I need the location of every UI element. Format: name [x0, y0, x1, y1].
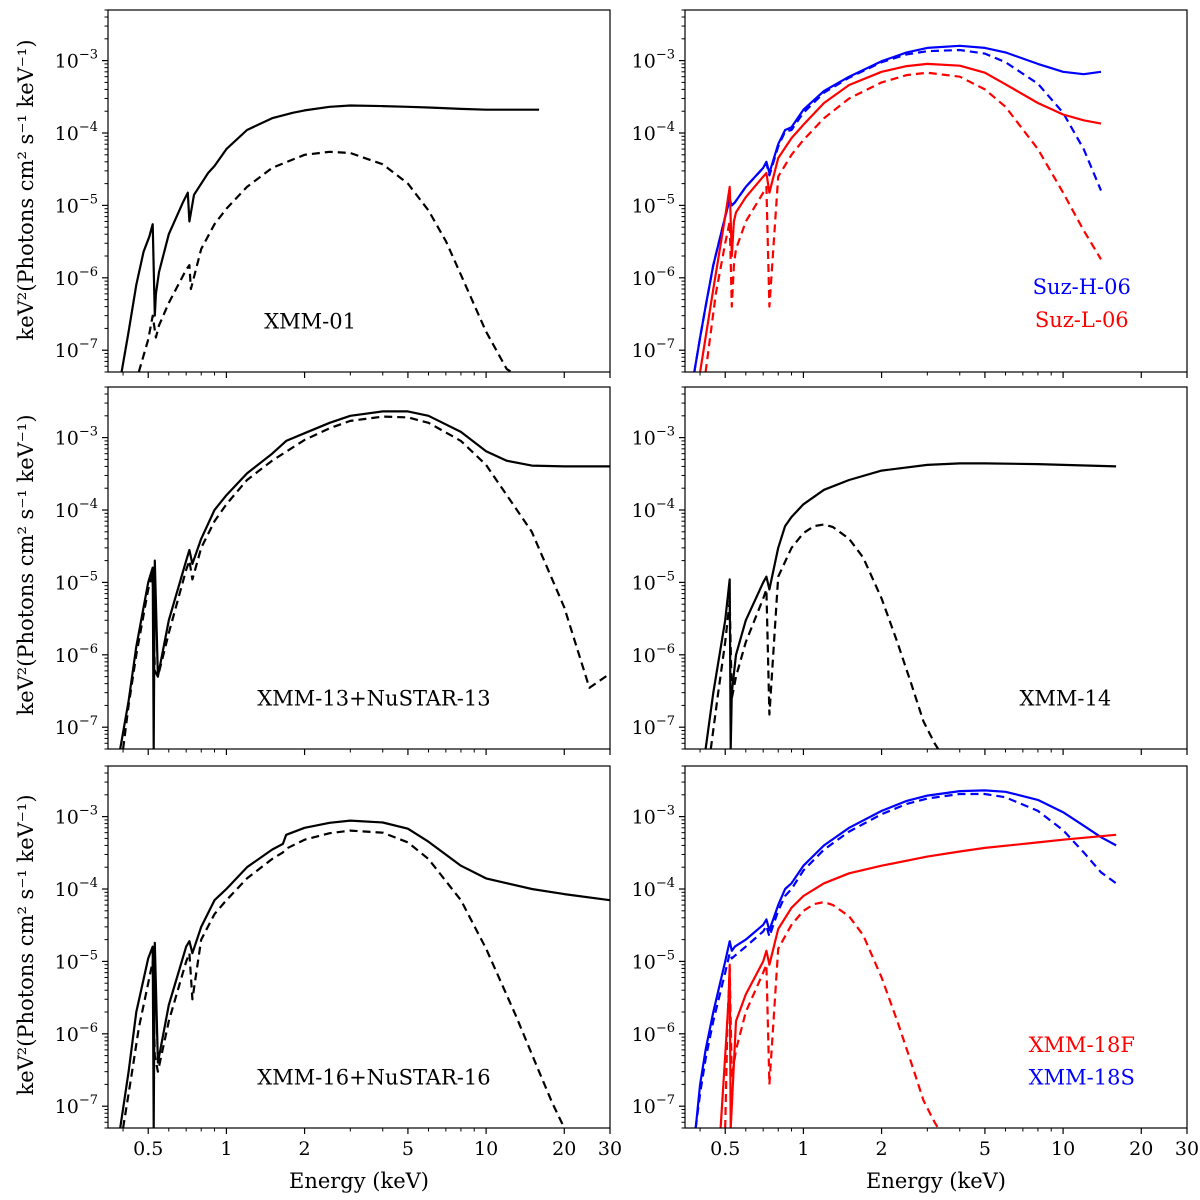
series-total [120, 104, 540, 372]
x-tick-label: 20 [552, 1138, 576, 1160]
y-tick-label: 10−3 [632, 804, 675, 829]
panel-annotation: Suz-H-06 [1033, 275, 1131, 299]
series-suz-h-06-thermal [693, 48, 1103, 372]
x-axis-label-right: Energy (keV) [866, 1169, 1006, 1193]
y-tick-label: 10−5 [632, 569, 675, 594]
y-tick-label: 10−5 [55, 948, 98, 973]
series-suz-l-06-thermal [704, 71, 1102, 372]
series-group [119, 819, 610, 1128]
x-tick-label: 20 [1129, 1138, 1153, 1160]
x-tick-label: 2 [876, 1138, 888, 1160]
series-group [704, 462, 1117, 749]
plot-frame [684, 9, 1188, 373]
y-axis-label-bottom: keV²(Photons cm² s⁻¹ keV⁻¹) [14, 794, 38, 1095]
panel-annotation: Suz-L-06 [1035, 308, 1129, 332]
y-tick-label: 10−4 [55, 497, 98, 522]
panel-annotation: XMM-18S [1029, 1065, 1135, 1089]
x-tick-label: 30 [1175, 1138, 1199, 1160]
y-tick-label: 10−5 [55, 569, 98, 594]
panel-annotation: XMM-14 [1019, 686, 1111, 710]
panel-top-left: 10−7 10−6 10−5 10−4 10−3 XMM-01 [55, 9, 611, 378]
y-tick-label: 10−7 [55, 714, 98, 739]
series-thermal [122, 415, 610, 749]
y-tick-label: 10−5 [632, 192, 675, 217]
plot-frame [107, 386, 611, 750]
series-total [119, 410, 610, 749]
y-tick-label: 10−6 [55, 265, 98, 290]
panel-bottom-right: 0.5 1 2 5 10 20 30 10−7 10−6 10−5 10−4 10−3 XMM-18F X… [632, 765, 1199, 1160]
plot-frame [684, 386, 1188, 750]
series-total [704, 462, 1117, 749]
y-tick-label: 10−5 [632, 948, 675, 973]
y-tick-label: 10−4 [632, 120, 675, 145]
series-thermal [137, 150, 512, 372]
series-xmm-18f-total [719, 833, 1117, 1128]
plot-frame [107, 9, 611, 373]
x-tick-label: 10 [1051, 1138, 1075, 1160]
y-tick-label: 10−3 [55, 425, 98, 450]
y-tick-label: 10−7 [632, 714, 675, 739]
series-group [119, 410, 610, 749]
panel-top-right: 10−7 10−6 10−5 10−4 10−3 Suz-H-06 Suz-L-06 [632, 9, 1188, 378]
x-tick-label: 10 [474, 1138, 498, 1160]
series-group [693, 44, 1103, 372]
series-xmm-18s-total [694, 789, 1117, 1128]
x-tick-label: 5 [979, 1138, 991, 1160]
y-tick-label: 10−7 [632, 337, 675, 362]
y-tick-label: 10−7 [632, 1093, 675, 1118]
y-tick-label: 10−3 [55, 804, 98, 829]
y-tick-label: 10−4 [55, 876, 98, 901]
series-thermal [122, 829, 566, 1128]
y-tick-label: 10−4 [632, 876, 675, 901]
series-group [694, 789, 1117, 1128]
x-axis-label-left: Energy (keV) [289, 1169, 429, 1193]
x-tick-label: 2 [299, 1138, 311, 1160]
y-tick-label: 10−5 [55, 192, 98, 217]
y-tick-label: 10−6 [632, 265, 675, 290]
panel-middle-left: 10−7 10−6 10−5 10−4 10−3 XMM-13+NuSTAR-13 [55, 386, 611, 755]
x-tick-label: 0.5 [133, 1138, 163, 1160]
y-tick-label: 10−6 [632, 1021, 675, 1046]
y-axis-label-top: keV²(Photons cm² s⁻¹ keV⁻¹) [14, 39, 38, 340]
panel-annotation: XMM-01 [264, 309, 356, 333]
series-xmm-18f-thermal [724, 900, 940, 1128]
series-suz-l-06-total [699, 62, 1102, 372]
y-tick-label: 10−4 [55, 120, 98, 145]
x-tick-label: 30 [598, 1138, 622, 1160]
y-tick-label: 10−3 [632, 48, 675, 73]
panel-annotation: XMM-16+NuSTAR-16 [257, 1065, 490, 1089]
y-tick-label: 10−7 [55, 337, 98, 362]
series-thermal [709, 523, 940, 749]
series-group [120, 104, 540, 372]
y-tick-label: 10−6 [55, 1021, 98, 1046]
plot-frame [107, 765, 611, 1129]
plot-frame [684, 765, 1188, 1129]
y-tick-label: 10−3 [55, 48, 98, 73]
panel-annotation: XMM-13+NuSTAR-13 [257, 686, 490, 710]
y-tick-label: 10−3 [632, 425, 675, 450]
x-tick-label: 5 [402, 1138, 414, 1160]
x-tick-label: 1 [220, 1138, 232, 1160]
y-tick-label: 10−6 [55, 642, 98, 667]
panel-bottom-left: 0.5 1 2 5 10 20 30 10−7 10−6 10−5 10−4 10−3 XMM-16+N… [55, 765, 622, 1160]
panel-middle-right: 10−7 10−6 10−5 10−4 10−3 XMM-14 [632, 386, 1188, 755]
y-tick-label: 10−7 [55, 1093, 98, 1118]
y-axis-label-middle: keV²(Photons cm² s⁻¹ keV⁻¹) [14, 414, 38, 715]
x-tick-label: 1 [797, 1138, 809, 1160]
y-tick-label: 10−4 [632, 497, 675, 522]
x-tick-label: 0.5 [710, 1138, 740, 1160]
series-xmm-18s-thermal [694, 792, 1117, 1128]
series-total [119, 819, 610, 1128]
panel-annotation: XMM-18F [1029, 1033, 1135, 1057]
y-tick-label: 10−6 [632, 642, 675, 667]
